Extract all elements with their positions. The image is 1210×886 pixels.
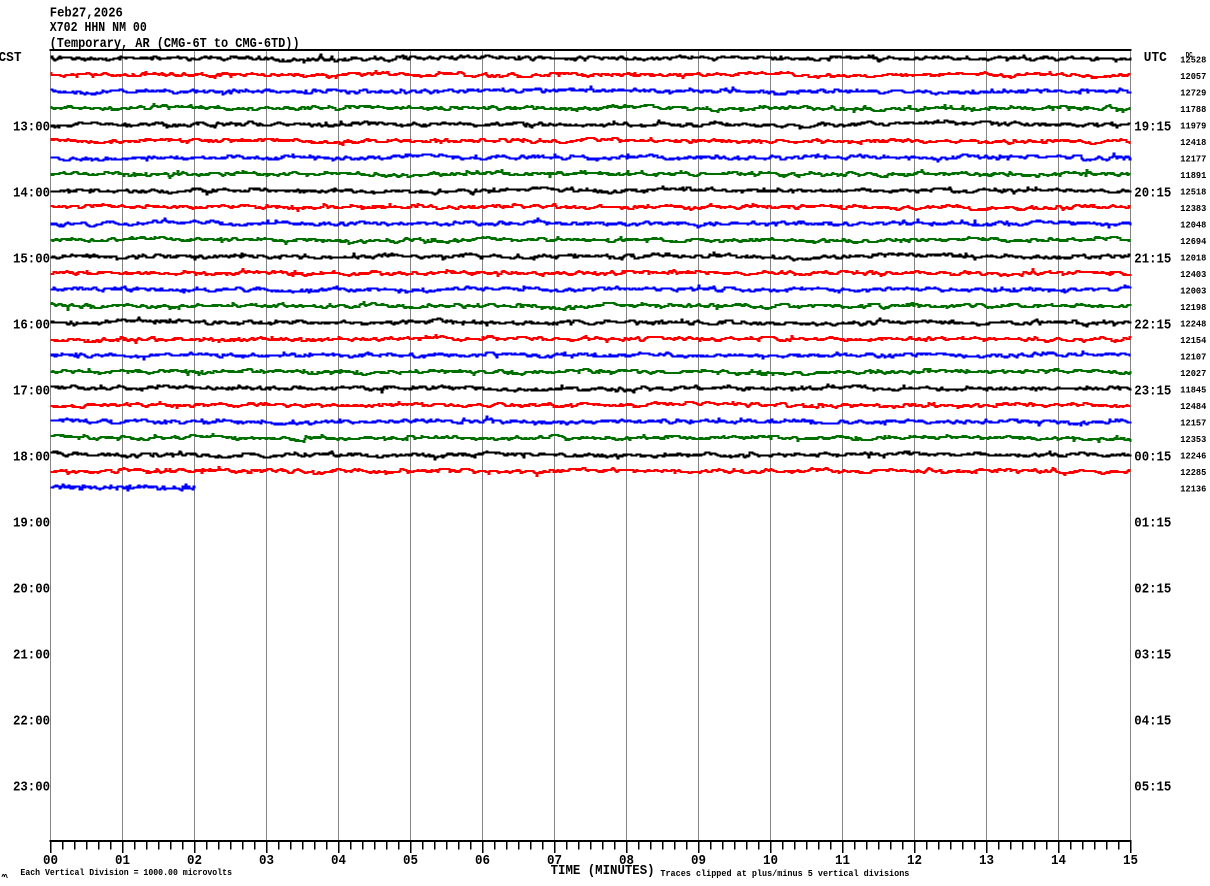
svg-text:11845: 11845 <box>1180 385 1206 396</box>
svg-text:21:15: 21:15 <box>1134 252 1171 267</box>
svg-text:X702 HHN NM 00: X702 HHN NM 00 <box>50 21 147 36</box>
svg-text:06: 06 <box>475 854 490 869</box>
svg-text:TIME (MINUTES): TIME (MINUTES) <box>551 864 655 879</box>
svg-text:Each Vertical Division = 1000.: Each Vertical Division = 1000.00 microvo… <box>20 867 232 878</box>
svg-text:09: 09 <box>691 854 706 869</box>
svg-text:10: 10 <box>763 854 778 869</box>
svg-text:12027: 12027 <box>1180 368 1206 379</box>
svg-text:03: 03 <box>259 854 274 869</box>
svg-text:12157: 12157 <box>1180 418 1206 429</box>
svg-text:(Temporary, AR (CMG-6T to CMG-: (Temporary, AR (CMG-6T to CMG-6TD)) <box>50 37 300 52</box>
svg-text:12353: 12353 <box>1180 434 1206 445</box>
svg-text:15: 15 <box>1123 854 1138 869</box>
svg-text:07: 07 <box>547 854 562 869</box>
svg-text:05:15: 05:15 <box>1134 780 1171 795</box>
svg-text:12057: 12057 <box>1180 71 1206 82</box>
svg-text:12048: 12048 <box>1180 220 1206 231</box>
svg-text:19:15: 19:15 <box>1134 120 1171 135</box>
svg-text:11891: 11891 <box>1180 170 1206 181</box>
svg-text:Traces clipped at plus/minus 5: Traces clipped at plus/minus 5 vertical … <box>660 868 909 879</box>
svg-text:13: 13 <box>979 854 994 869</box>
svg-text:01: 01 <box>115 854 130 869</box>
svg-text:12177: 12177 <box>1180 154 1206 165</box>
svg-text:12246: 12246 <box>1180 451 1206 462</box>
svg-text:12484: 12484 <box>1180 401 1206 412</box>
svg-text:12694: 12694 <box>1180 236 1206 247</box>
svg-text:12285: 12285 <box>1180 467 1206 478</box>
svg-text:15:00: 15:00 <box>13 252 50 267</box>
svg-text:00: 00 <box>43 854 58 869</box>
svg-text:23:15: 23:15 <box>1134 384 1171 399</box>
svg-text:04:15: 04:15 <box>1134 714 1171 729</box>
svg-text:03:15: 03:15 <box>1134 648 1171 663</box>
svg-text:14:00: 14:00 <box>13 186 50 201</box>
svg-text:01:15: 01:15 <box>1134 516 1171 531</box>
svg-text:11979: 11979 <box>1180 121 1206 132</box>
svg-text:12418: 12418 <box>1180 137 1206 148</box>
svg-text:20:15: 20:15 <box>1134 186 1171 201</box>
svg-text:12248: 12248 <box>1180 319 1206 330</box>
svg-text:11788: 11788 <box>1180 104 1206 115</box>
svg-text:12403: 12403 <box>1180 269 1206 280</box>
svg-text:14: 14 <box>1051 854 1066 869</box>
svg-text:CST: CST <box>0 51 22 66</box>
svg-text:12383: 12383 <box>1180 203 1206 214</box>
svg-text:17:00: 17:00 <box>13 384 50 399</box>
svg-text:19:00: 19:00 <box>13 516 50 531</box>
svg-text:11: 11 <box>835 854 850 869</box>
svg-text:13:00: 13:00 <box>13 120 50 135</box>
svg-text:Feb27,2026: Feb27,2026 <box>50 7 123 22</box>
svg-text:05: 05 <box>403 854 418 869</box>
svg-text:UTC: UTC <box>1144 51 1167 66</box>
svg-text:12518: 12518 <box>1180 187 1206 198</box>
svg-text:20:00: 20:00 <box>13 582 50 597</box>
svg-text:18:00: 18:00 <box>13 450 50 465</box>
svg-text:DC: DC <box>1186 52 1193 60</box>
svg-text:12107: 12107 <box>1180 352 1206 363</box>
svg-text:12003: 12003 <box>1180 286 1206 297</box>
svg-text:12729: 12729 <box>1180 88 1206 99</box>
svg-text:12154: 12154 <box>1180 335 1206 346</box>
svg-text:16:00: 16:00 <box>13 318 50 333</box>
svg-text:02: 02 <box>187 854 202 869</box>
svg-text:22:00: 22:00 <box>13 714 50 729</box>
svg-text:08: 08 <box>619 854 634 869</box>
svg-text:21:00: 21:00 <box>13 648 50 663</box>
svg-text:23:00: 23:00 <box>13 780 50 795</box>
svg-text:02:15: 02:15 <box>1134 582 1171 597</box>
svg-text:12018: 12018 <box>1180 253 1206 264</box>
svg-text:12: 12 <box>907 854 922 869</box>
svg-text:22:15: 22:15 <box>1134 318 1171 333</box>
svg-text:12528: 12528 <box>1180 55 1206 66</box>
svg-text:12136: 12136 <box>1180 484 1206 495</box>
svg-text:00:15: 00:15 <box>1134 450 1171 465</box>
svg-text:12198: 12198 <box>1180 302 1206 313</box>
svg-text:04: 04 <box>331 854 346 869</box>
